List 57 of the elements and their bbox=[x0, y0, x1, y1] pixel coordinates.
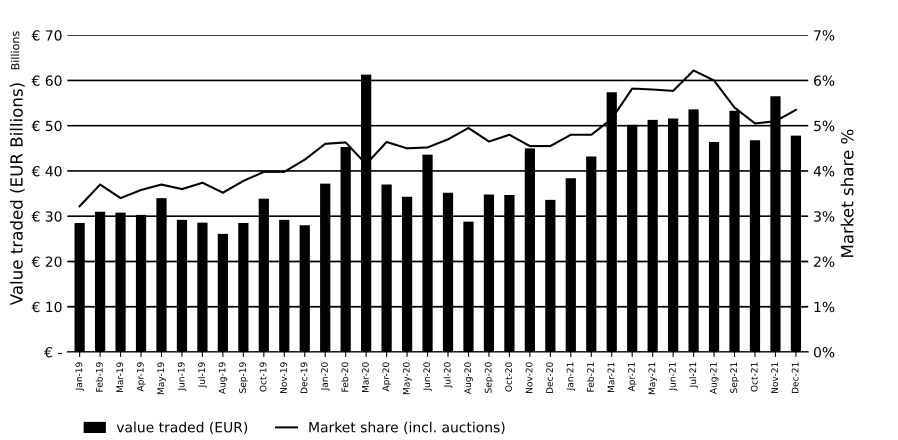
x-tick-label: Jan-20 bbox=[321, 362, 330, 391]
x-tick-label: Mar-21 bbox=[608, 362, 614, 392]
y-tick-label: € 60 bbox=[32, 75, 62, 86]
x-tick-label: Jul-21 bbox=[689, 362, 698, 388]
y2-tick-label: 5% bbox=[814, 120, 834, 132]
x-tick-label: Nov-20 bbox=[526, 362, 532, 393]
y-tick-label: € 40 bbox=[32, 166, 62, 176]
y-tick-label: € 70 bbox=[32, 30, 62, 41]
x-tick-label: Oct-19 bbox=[260, 362, 266, 392]
y2-tick-label: 7% bbox=[814, 30, 834, 41]
x-tick-label: Dec-21 bbox=[792, 362, 799, 394]
legend-label: Market share (incl. auctions) bbox=[309, 422, 505, 434]
x-tick-label: Feb-19 bbox=[96, 362, 103, 392]
y2-tick-label: 2% bbox=[814, 256, 834, 267]
y-axis-title: Value traded (EUR Billions) bbox=[10, 83, 25, 306]
x-tick-label: Aug-20 bbox=[464, 362, 473, 394]
x-tick-label: Oct-21 bbox=[750, 362, 758, 392]
x-tick-label: Feb-20 bbox=[341, 362, 348, 392]
x-tick-label: Aug-19 bbox=[218, 362, 228, 394]
y2-tick-label: 3% bbox=[814, 211, 834, 222]
x-tick-label: Sep-19 bbox=[239, 362, 248, 393]
x-tick-label: Apr-20 bbox=[382, 362, 391, 392]
x-tick-label: Nov-19 bbox=[280, 362, 287, 393]
y2-tick-label: 6% bbox=[814, 75, 834, 86]
x-tick-label: Jan-19 bbox=[75, 362, 84, 391]
x-tick-label: Jun-21 bbox=[668, 362, 678, 392]
y2-tick-label: 4% bbox=[814, 166, 834, 176]
x-tick-label: May-21 bbox=[648, 362, 658, 394]
x-tick-label: Nov-21 bbox=[771, 362, 778, 393]
x-tick-label: Mar-20 bbox=[362, 362, 369, 392]
x-tick-label: Dec-20 bbox=[546, 362, 553, 394]
x-tick-label: Jul-19 bbox=[198, 362, 207, 388]
x-tick-label: Mar-19 bbox=[116, 362, 124, 392]
x-tick-label: Aug-21 bbox=[710, 362, 718, 394]
y-tick-label: € 20 bbox=[32, 256, 62, 267]
x-tick-label: Apr-19 bbox=[136, 362, 146, 392]
x-tick-label: Jun-19 bbox=[178, 362, 186, 392]
x-tick-label: Sep-20 bbox=[484, 362, 494, 393]
x-tick-label: Jul-20 bbox=[444, 362, 452, 388]
text: Billions bbox=[10, 31, 20, 70]
y2-tick-label: 0% bbox=[814, 346, 834, 358]
y-tick-label: € 10 bbox=[32, 302, 62, 312]
x-tick-label: May-20 bbox=[402, 362, 412, 394]
y-tick-label: € 50 bbox=[32, 120, 62, 132]
y2-axis-title: Market share % bbox=[840, 130, 854, 257]
x-tick-label: Jun-20 bbox=[423, 362, 432, 392]
y2-tick-label: 1% bbox=[814, 302, 834, 312]
y-tick-label: € - bbox=[44, 346, 62, 358]
x-tick-label: Dec-19 bbox=[300, 362, 308, 394]
y-tick-label: € 30 bbox=[32, 211, 62, 222]
x-tick-label: Jan-21 bbox=[566, 362, 576, 391]
x-tick-label: Feb-21 bbox=[586, 362, 594, 392]
x-tick-label: Sep-21 bbox=[730, 362, 739, 393]
legend-label: value traded (EUR) bbox=[116, 422, 248, 434]
x-tick-label: May-19 bbox=[157, 362, 166, 394]
x-tick-label: Apr-21 bbox=[628, 362, 637, 392]
x-tick-label: Oct-20 bbox=[505, 362, 512, 392]
